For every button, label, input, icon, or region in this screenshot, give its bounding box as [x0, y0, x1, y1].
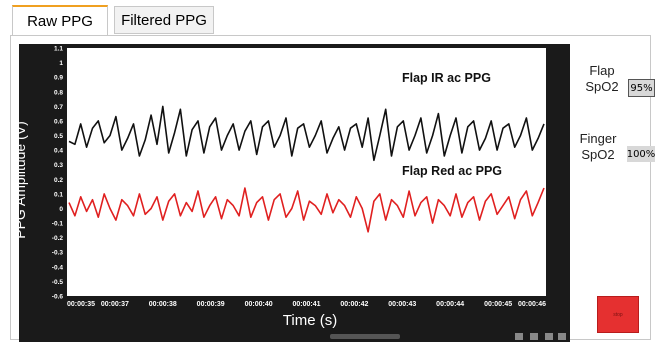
x-tick-label: 00:00:35	[67, 301, 95, 308]
flap-label: Flap	[589, 63, 615, 78]
x-tick-label: 00:00:43	[388, 301, 416, 308]
stop-button[interactable]: stop	[597, 296, 639, 333]
y-tick-label: -0.4	[52, 264, 64, 271]
x-tick-label: 00:00:46	[518, 301, 546, 308]
flap-spo2-value: 95%	[628, 79, 655, 97]
flap-spo2-text: SpO2	[585, 79, 619, 94]
y-tick-label: 0	[59, 206, 63, 213]
y-tick-label: 0.5	[54, 133, 63, 140]
y-tick-label: -0.2	[52, 235, 64, 242]
y-tick-label: 1.1	[54, 46, 63, 53]
y-tick-label: -0.5	[52, 279, 64, 286]
finger-spo2-value: 100%	[627, 146, 655, 162]
finger-label: Finger	[579, 131, 617, 146]
x-axis-label: Time (s)	[282, 312, 338, 329]
annotation-red: Flap Red ac PPG	[402, 164, 502, 178]
ppg-chart: 1.1 1 0.9 0.8 0.7 0.6 0.5 0.4 0.3 0.2 0.1 0 -0.1 -0.2…	[52, 46, 546, 309]
y-tick-label: 1	[59, 60, 63, 67]
x-tick-label: 00:00:44	[436, 301, 464, 308]
x-tick-label: 00:00:39	[197, 301, 225, 308]
horizontal-scrollbar[interactable]	[330, 334, 400, 339]
tab-bar: Raw PPG Filtered PPG	[0, 0, 659, 36]
plot-area	[67, 48, 546, 296]
flap-spo2-label: Flap SpO2	[578, 63, 626, 95]
ir-ppg-line	[68, 105, 545, 162]
annotation-ir: Flap IR ac PPG	[402, 71, 491, 85]
y-tick-label: 0.8	[54, 89, 63, 96]
y-tick-label: 0.4	[54, 148, 63, 155]
y-tick-label: 0.1	[54, 191, 63, 198]
cursor-icon[interactable]	[558, 333, 566, 340]
y-tick-label: 0.2	[54, 177, 63, 184]
finger-spo2-label: Finger SpO2	[573, 131, 623, 163]
pan-icon[interactable]	[545, 333, 553, 340]
y-tick-label: -0.3	[52, 250, 64, 257]
x-tick-label: 00:00:42	[340, 301, 368, 308]
x-tick-label: 00:00:38	[149, 301, 177, 308]
red-ppg-line	[68, 187, 545, 233]
finger-spo2-text: SpO2	[581, 147, 615, 162]
y-tick-label: 0.7	[54, 104, 63, 111]
tab-raw-ppg[interactable]: Raw PPG	[12, 5, 108, 35]
x-tick-label: 00:00:41	[292, 301, 320, 308]
zoom-icon[interactable]	[530, 333, 538, 340]
tab-filtered-ppg[interactable]: Filtered PPG	[114, 6, 214, 34]
y-tick-label: 0.9	[54, 75, 63, 82]
x-tick-label: 00:00:40	[245, 301, 273, 308]
y-tick-label: -0.1	[52, 221, 64, 228]
y-tick-label: -0.6	[52, 294, 64, 301]
x-tick-label: 00:00:45	[484, 301, 512, 308]
y-tick-label: 0.3	[54, 162, 63, 169]
y-tick-label: 0.6	[54, 118, 63, 125]
graph-tool-icon[interactable]	[515, 333, 523, 340]
x-tick-label: 00:00:37	[101, 301, 129, 308]
